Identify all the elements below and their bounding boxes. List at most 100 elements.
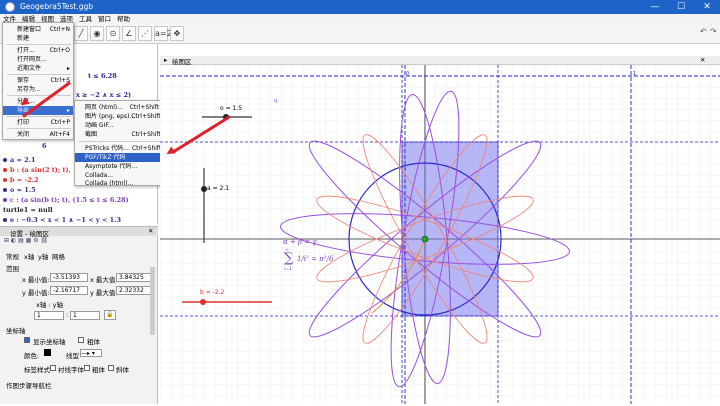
bold-checkbox[interactable] bbox=[78, 337, 84, 343]
circle-tool-icon[interactable]: ◉ bbox=[90, 26, 104, 41]
angle-tool-icon[interactable]: ∠ bbox=[122, 26, 136, 41]
axis-color-swatch[interactable] bbox=[44, 349, 51, 356]
visibility-toggle-icon[interactable] bbox=[3, 178, 7, 182]
menu-options[interactable]: 选项 bbox=[60, 15, 73, 23]
submenu-item-collada[interactable]: Collada... bbox=[85, 172, 114, 179]
line-label-1: 1 bbox=[633, 71, 637, 77]
submenu-item-gif[interactable]: 动画 GIF... bbox=[85, 122, 114, 129]
reflect-tool-icon[interactable]: ⋰ bbox=[138, 26, 152, 41]
linetype-select[interactable]: —▸ ▾ bbox=[80, 349, 102, 357]
ratio-x-input[interactable]: 1 bbox=[34, 311, 64, 320]
algebra-row[interactable]: c : (a sin(b t); t), (1.5 ≤ t ≤ 6.28) bbox=[3, 196, 129, 204]
italic-label: 斜体 bbox=[116, 366, 129, 374]
algebra-row[interactable]: a = 2.1 bbox=[3, 156, 36, 164]
close-settings-icon[interactable]: ✕ bbox=[148, 227, 154, 235]
algebra-row[interactable]: o = 1.5 bbox=[3, 186, 36, 194]
tab-x-axis[interactable]: x轴 bbox=[24, 253, 35, 261]
visibility-toggle-icon[interactable] bbox=[3, 218, 7, 222]
bold2-checkbox[interactable] bbox=[84, 365, 90, 371]
visibility-toggle-icon[interactable] bbox=[3, 188, 7, 192]
close-button[interactable]: ✕ bbox=[703, 2, 711, 12]
ellipse-tool-icon[interactable]: ⊙ bbox=[106, 26, 120, 41]
algebra-row[interactable]: e : −0.3 < x < 1 ∧ −1 < y < 1.3 bbox=[3, 216, 121, 224]
serif-checkbox[interactable] bbox=[50, 365, 56, 371]
minimize-button[interactable]: — bbox=[650, 2, 660, 12]
circle-curve[interactable] bbox=[348, 162, 502, 316]
show-axes-label: 显示坐标轴 bbox=[33, 338, 66, 346]
export-submenu: 网页 (html)... Ctrl+Shift+W 图片 (png, eps)..… bbox=[74, 100, 174, 187]
visibility-toggle-icon[interactable] bbox=[3, 198, 7, 202]
window-title: Geogebra5Test.ggb bbox=[20, 2, 94, 11]
tab-general[interactable]: 常规 bbox=[6, 253, 19, 261]
curve-c[interactable] bbox=[279, 87, 572, 390]
redo-icon[interactable]: ↷ bbox=[710, 27, 717, 36]
ymin-label: y 最小值: bbox=[22, 289, 50, 297]
settings-panel: 设置 - 绘图区 ✕ ⊞ ◐ ▤ ▦ ⚙ ⛓ 常规 x轴 y轴 网格 范围 x … bbox=[0, 226, 158, 404]
curve-b[interactable] bbox=[311, 126, 539, 352]
menu-item-save[interactable]: 保存 Ctrl+S bbox=[17, 77, 70, 84]
menu-item-new[interactable]: 新建 bbox=[17, 35, 30, 42]
menu-item-recent-files[interactable]: 近期文件 ▸ bbox=[17, 65, 70, 72]
line-tool-icon[interactable]: ╱ bbox=[74, 26, 88, 41]
menu-help[interactable]: 帮助 bbox=[117, 15, 130, 23]
menu-item-print[interactable]: 打印 Ctrl+P bbox=[17, 119, 70, 126]
settings-toolbar-icons[interactable]: ⊞ ◐ ▤ ▦ ⚙ ⛓ bbox=[4, 237, 49, 244]
slider-a-handle[interactable] bbox=[201, 186, 207, 192]
submenu-item-collada-html[interactable]: Collada (html)... bbox=[85, 180, 134, 187]
slider-b-label: b = -2.2 bbox=[200, 289, 225, 296]
submenu-item-pstricks[interactable]: PSTricks 代码... Ctrl+Shift+T bbox=[85, 145, 170, 152]
formula-basel: 1/i² = π²/6 bbox=[297, 255, 334, 263]
algebra-row[interactable]: turtle1 = null bbox=[3, 206, 53, 214]
ratio-y-input[interactable]: 1 bbox=[70, 311, 100, 320]
algebra-row[interactable]: b = -2.2 bbox=[3, 176, 39, 184]
algebra-partial-line: t ≤ 6.28 bbox=[88, 72, 117, 80]
italic-checkbox[interactable] bbox=[108, 365, 114, 371]
graphics-view[interactable]: o = 1.5 a = 2.1 b = -2.2 α + β = γ ∑ ∞ i… bbox=[160, 65, 720, 404]
submenu-item-screenshot[interactable]: 截图 Ctrl+Shift+C bbox=[85, 131, 170, 138]
menu-tools[interactable]: 工具 bbox=[79, 15, 92, 23]
slider-b-handle[interactable] bbox=[200, 299, 206, 305]
submenu-item-asymptote[interactable]: Asymptote 代码... bbox=[85, 163, 138, 170]
menu-item-open[interactable]: 打开... Ctrl+O bbox=[17, 47, 70, 54]
graphics-close-icon[interactable]: ✕ bbox=[700, 56, 706, 64]
submenu-item-pgf-tikz[interactable]: PGF/TikZ 代码 bbox=[75, 153, 173, 162]
menu-item-open-web[interactable]: 打开网页... bbox=[17, 56, 47, 63]
lock-ratio-icon[interactable]: 🔒 bbox=[104, 310, 116, 320]
show-axes-checkbox[interactable] bbox=[24, 337, 30, 343]
slider-o-label: o = 1.5 bbox=[220, 105, 243, 112]
menu-item-new-window[interactable]: 新建窗口 Ctrl+N bbox=[17, 26, 70, 33]
algebra-row[interactable]: b : (a sin(2 t); t), bbox=[3, 166, 71, 174]
menu-window[interactable]: 窗口 bbox=[98, 15, 111, 23]
menu-item-share[interactable]: 分享... bbox=[17, 98, 35, 105]
orange-curve[interactable] bbox=[371, 238, 426, 314]
tab-y-axis[interactable]: y轴 bbox=[38, 253, 49, 261]
submenu-item-html[interactable]: 网页 (html)... Ctrl+Shift+W bbox=[85, 104, 170, 111]
menu-bar: 文件 编辑 视图 选项 工具 窗口 帮助 bbox=[0, 14, 720, 24]
menu-edit[interactable]: 编辑 bbox=[22, 15, 35, 23]
axis-zero-label: 0 bbox=[406, 71, 410, 77]
xmin-input[interactable]: -3.51393 bbox=[50, 273, 88, 282]
menu-file[interactable]: 文件 bbox=[3, 15, 16, 23]
graphics-icon: ▸ bbox=[164, 56, 168, 64]
maximize-button[interactable]: ☐ bbox=[676, 2, 686, 12]
origin-point[interactable] bbox=[421, 235, 429, 243]
menu-item-save-as[interactable]: 另存为... bbox=[17, 86, 41, 93]
graphics-header: ▸ 绘图区 ✕ bbox=[160, 56, 720, 66]
menu-view[interactable]: 视图 bbox=[41, 15, 54, 23]
ymin-input[interactable]: -2.16717 bbox=[50, 286, 88, 295]
slider-tool-icon[interactable]: a=2 bbox=[154, 26, 172, 41]
visibility-toggle-icon[interactable] bbox=[3, 168, 7, 172]
xmax-input[interactable]: 3.84325 bbox=[116, 273, 152, 282]
menu-item-export[interactable]: 导出 ▸ bbox=[3, 106, 73, 115]
visibility-toggle-icon[interactable] bbox=[3, 158, 7, 162]
linetype-label: 线型 bbox=[66, 352, 79, 360]
undo-icon[interactable]: ↶ bbox=[700, 27, 707, 36]
ymax-input[interactable]: 2.32332 bbox=[116, 286, 152, 295]
file-menu: 新建窗口 Ctrl+N 新建 打开... Ctrl+O 打开网页... 近期文件 ▸ … bbox=[2, 22, 74, 140]
move-graphics-tool-icon[interactable]: ✥ bbox=[170, 26, 184, 41]
settings-title: 设置 - 绘图区 bbox=[10, 230, 49, 238]
submenu-item-image[interactable]: 图片 (png, eps)... Ctrl+Shift+U bbox=[85, 113, 170, 120]
tab-grid[interactable]: 网格 bbox=[52, 253, 65, 261]
menu-item-close[interactable]: 关闭 Alt+F4 bbox=[17, 131, 70, 138]
curve-label-q: q bbox=[274, 98, 278, 104]
